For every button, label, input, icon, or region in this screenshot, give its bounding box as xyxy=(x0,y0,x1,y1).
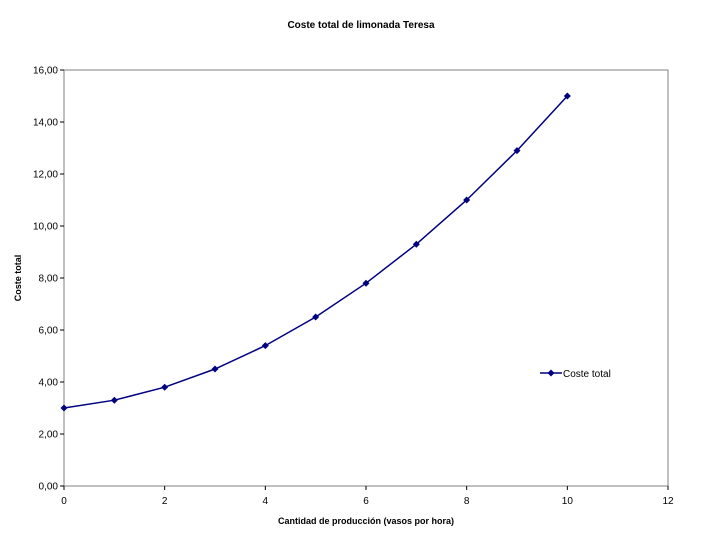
y-tick-label: 8,00 xyxy=(39,274,59,285)
y-tick-label: 12,00 xyxy=(33,170,58,181)
x-tick-label: 12 xyxy=(662,496,674,507)
y-tick-label: 16,00 xyxy=(33,66,58,77)
x-axis-title: Cantidad de producción (vasos por hora) xyxy=(278,516,454,526)
data-point xyxy=(513,147,521,155)
y-tick-label: 14,00 xyxy=(33,118,58,129)
x-tick-label: 0 xyxy=(61,496,67,507)
plot-area xyxy=(63,69,669,487)
y-axis-ticks: 0,00 2,00 4,00 6,00 8,00 10,00 12,00 14,00 16,00 xyxy=(33,66,64,493)
x-tick-label: 8 xyxy=(464,496,470,507)
data-point xyxy=(412,240,420,248)
legend-label: Coste total xyxy=(563,369,611,380)
x-tick-label: 4 xyxy=(263,496,269,507)
legend: Coste total xyxy=(540,369,611,380)
x-tick-label: 2 xyxy=(162,496,168,507)
chart-title: Coste total de limonada Teresa xyxy=(287,20,435,31)
y-tick-label: 6,00 xyxy=(39,326,59,337)
data-point xyxy=(261,342,269,350)
y-tick-label: 0,00 xyxy=(39,482,59,493)
y-axis-title: Coste total xyxy=(13,255,23,302)
legend-marker xyxy=(547,369,555,377)
data-point xyxy=(110,396,118,404)
data-point xyxy=(362,279,370,287)
data-point xyxy=(463,196,471,204)
data-point xyxy=(60,404,68,412)
y-tick-label: 10,00 xyxy=(33,222,58,233)
series-layer xyxy=(60,92,571,412)
x-axis-ticks: 0 2 4 6 8 10 12 xyxy=(61,486,674,507)
data-point xyxy=(563,92,571,100)
x-tick-label: 6 xyxy=(363,496,369,507)
x-tick-label: 10 xyxy=(562,496,574,507)
y-tick-label: 4,00 xyxy=(39,378,59,389)
y-tick-label: 2,00 xyxy=(39,430,59,441)
data-point xyxy=(211,365,219,373)
data-point xyxy=(312,313,320,321)
data-point xyxy=(161,383,169,391)
